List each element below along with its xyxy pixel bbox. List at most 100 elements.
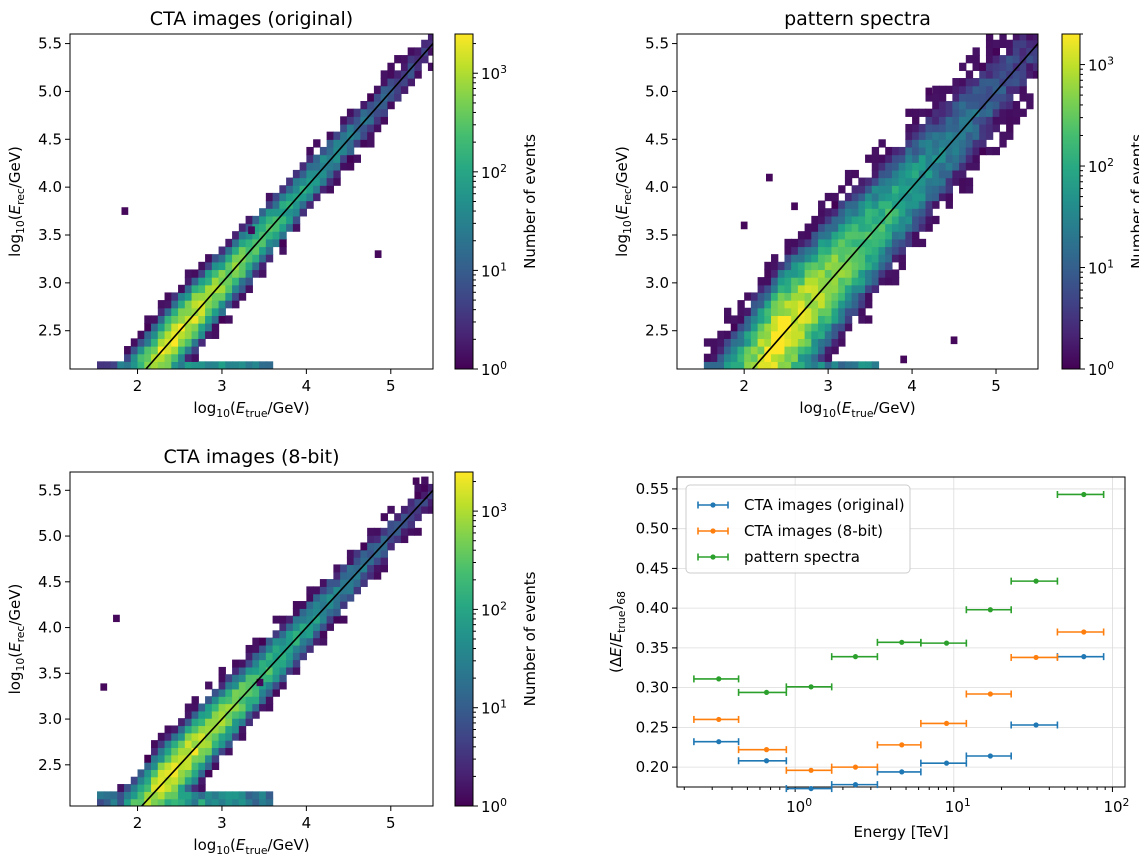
heatmap-cell xyxy=(252,254,260,263)
heatmap-cell xyxy=(885,254,893,263)
heatmap-cell xyxy=(797,330,806,339)
heatmap-cell xyxy=(1026,55,1034,64)
heatmap-cell xyxy=(144,361,152,369)
heatmap-cell xyxy=(999,101,1007,110)
y-tick-label: 0.25 xyxy=(636,718,669,736)
heatmap-cell xyxy=(730,323,739,332)
heatmap-cell xyxy=(865,300,873,309)
heatmap-cell xyxy=(421,483,429,492)
heatmap-cell xyxy=(340,601,348,609)
heatmap-cell xyxy=(965,123,974,133)
heatmap-cell xyxy=(959,123,967,133)
heatmap-cell xyxy=(178,323,186,332)
heatmap-cell xyxy=(797,353,806,362)
heatmap-cell xyxy=(891,192,900,202)
heatmap-cell xyxy=(965,93,974,102)
heatmap-cell xyxy=(232,300,240,309)
heatmap-cell xyxy=(225,688,233,697)
heatmap-cell xyxy=(373,123,382,133)
heatmap-cell xyxy=(737,353,745,362)
heatmap-cell xyxy=(272,208,280,217)
heatmap-cell xyxy=(191,330,199,339)
heatmap-cell xyxy=(905,146,913,156)
heatmap-cell xyxy=(326,162,334,171)
heatmap-cell xyxy=(164,769,172,778)
heatmap-cell xyxy=(198,307,206,316)
heatmap-cell xyxy=(171,725,179,734)
heatmap-cell xyxy=(999,139,1007,148)
heatmap-cell xyxy=(851,307,859,316)
heatmap-cell xyxy=(791,246,799,255)
heatmap-cell xyxy=(137,353,145,362)
heatmap-cell xyxy=(764,323,772,332)
heatmap-cell xyxy=(891,269,900,278)
heatmap-cell xyxy=(353,123,361,133)
heatmap-cell xyxy=(367,139,375,148)
heatmap-cell xyxy=(771,261,779,271)
heatmap-cell xyxy=(885,177,893,186)
heatmap-cell xyxy=(871,223,880,232)
heatmap-cell xyxy=(427,505,433,514)
heatmap-cell xyxy=(184,776,193,785)
heatmap-cell xyxy=(292,177,301,186)
heatmap-cell xyxy=(367,571,375,580)
heatmap-cell xyxy=(918,154,927,163)
heatmap-cell xyxy=(117,798,125,806)
heatmap-cell xyxy=(878,254,886,263)
heatmap-cell xyxy=(912,131,920,140)
heatmap-cell xyxy=(905,131,913,140)
heatmap-cell xyxy=(1012,70,1021,79)
heatmap-cell xyxy=(144,798,152,806)
data-point xyxy=(737,746,788,754)
heatmap-cell xyxy=(891,254,900,263)
heatmap-cell xyxy=(232,710,240,719)
heatmap-cell xyxy=(757,361,765,369)
heatmap-cell xyxy=(824,307,833,316)
heatmap-cell xyxy=(286,637,294,646)
heatmap-cell xyxy=(238,361,247,369)
heatmap-cell xyxy=(299,608,307,617)
heatmap-cell xyxy=(851,215,859,225)
heatmap-cell xyxy=(313,593,321,602)
heatmap-cell xyxy=(373,557,382,566)
heatmap-cell xyxy=(306,185,314,194)
heatmap-cell xyxy=(791,277,799,286)
heatmap-cell xyxy=(871,162,880,171)
y-tick-label: 0.30 xyxy=(636,679,669,697)
heatmap-cell xyxy=(905,139,913,148)
heatmap-cell xyxy=(137,346,145,355)
heatmap-cell xyxy=(1019,39,1027,48)
heatmap-cell xyxy=(252,696,260,705)
heatmap-cell xyxy=(771,353,779,362)
y-axis-label: log10(Erec/GeV) xyxy=(6,146,27,257)
heatmap-cell xyxy=(871,208,880,217)
heatmap-cell xyxy=(333,169,341,179)
heatmap-cell xyxy=(730,346,739,355)
heatmap-cell xyxy=(972,116,980,125)
heatmap-cell xyxy=(797,361,806,369)
heatmap-cell xyxy=(326,154,334,163)
heatmap-cell xyxy=(818,315,826,324)
heatmap-cell xyxy=(791,254,799,263)
heatmap-cell xyxy=(912,238,920,248)
heatmap-cell xyxy=(211,307,220,316)
heatmap-cell xyxy=(259,238,267,248)
heatmap-cell xyxy=(851,238,859,248)
heatmap-cell xyxy=(925,177,933,186)
heatmap-cell xyxy=(171,315,179,324)
heatmap-cell xyxy=(905,185,913,194)
heatmap-cell xyxy=(912,223,920,232)
heatmap-cell xyxy=(353,564,361,573)
heatmap-cell xyxy=(831,238,839,248)
heatmap-cell xyxy=(333,162,341,171)
heatmap-cell xyxy=(724,338,732,347)
series-1 xyxy=(693,628,1105,774)
heatmap-cell xyxy=(838,254,846,263)
heatmap-cell xyxy=(811,292,819,301)
heatmap-cell xyxy=(764,292,772,301)
heatmap-cell xyxy=(319,608,328,617)
heatmap-cell xyxy=(272,238,280,248)
heatmap-cell xyxy=(299,208,307,217)
heatmap-cell xyxy=(838,284,846,294)
heatmap-cell xyxy=(259,637,267,646)
